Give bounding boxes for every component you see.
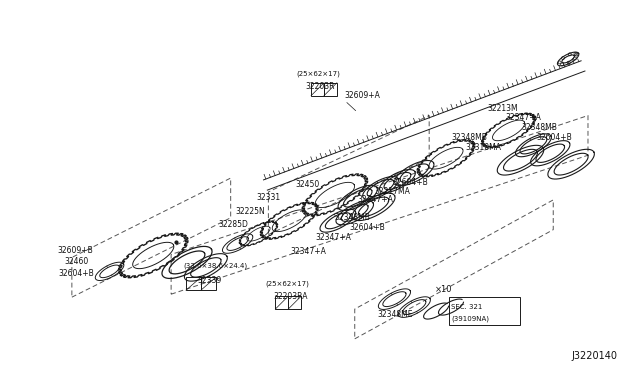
Text: 32609+A: 32609+A [345, 91, 381, 100]
Text: 32604+B: 32604+B [392, 178, 428, 187]
Bar [324, 83, 337, 96]
Text: J3220140: J3220140 [572, 351, 618, 361]
Text: 32217MA: 32217MA [374, 187, 410, 196]
Bar [288, 296, 301, 309]
Text: 32203R: 32203R [305, 82, 335, 91]
Bar [449, 297, 520, 325]
Text: 32310MA: 32310MA [466, 143, 502, 152]
Text: 32347+A: 32347+A [290, 247, 326, 256]
Text: 32604+B: 32604+B [536, 133, 572, 142]
Text: 32609+B: 32609+B [57, 247, 93, 256]
Text: 32225N: 32225N [236, 207, 266, 216]
Text: 32213M: 32213M [488, 103, 518, 113]
Bar [186, 277, 201, 290]
Text: 32348MB: 32348MB [451, 133, 487, 142]
Bar [275, 296, 288, 309]
Text: 32460: 32460 [64, 257, 88, 266]
Text: (25×62×17): (25×62×17) [296, 71, 340, 77]
Text: ×10: ×10 [435, 285, 452, 294]
Text: 32347+A: 32347+A [358, 195, 394, 204]
Text: 32285D: 32285D [219, 220, 248, 229]
Text: (33.6×38.6×24.4): (33.6×38.6×24.4) [183, 262, 247, 269]
Text: 32604+B: 32604+B [350, 223, 385, 232]
Text: 32348ME: 32348ME [378, 310, 413, 319]
Text: 32347+A: 32347+A [506, 113, 541, 122]
Text: 32203RA: 32203RA [273, 292, 308, 301]
Text: 32348MB: 32348MB [522, 124, 557, 132]
Text: 32347+A: 32347+A [315, 232, 351, 241]
Text: (39109NA): (39109NA) [451, 316, 489, 322]
Bar [311, 83, 324, 96]
Text: 32348MB: 32348MB [335, 213, 371, 222]
Text: 32450: 32450 [295, 180, 319, 189]
Text: (25×62×17): (25×62×17) [266, 280, 309, 287]
Text: 32339: 32339 [197, 276, 221, 285]
Text: SEC. 321: SEC. 321 [451, 304, 483, 310]
Text: 32331: 32331 [257, 193, 280, 202]
Bar [201, 277, 216, 290]
Text: 32604+B: 32604+B [58, 269, 93, 278]
